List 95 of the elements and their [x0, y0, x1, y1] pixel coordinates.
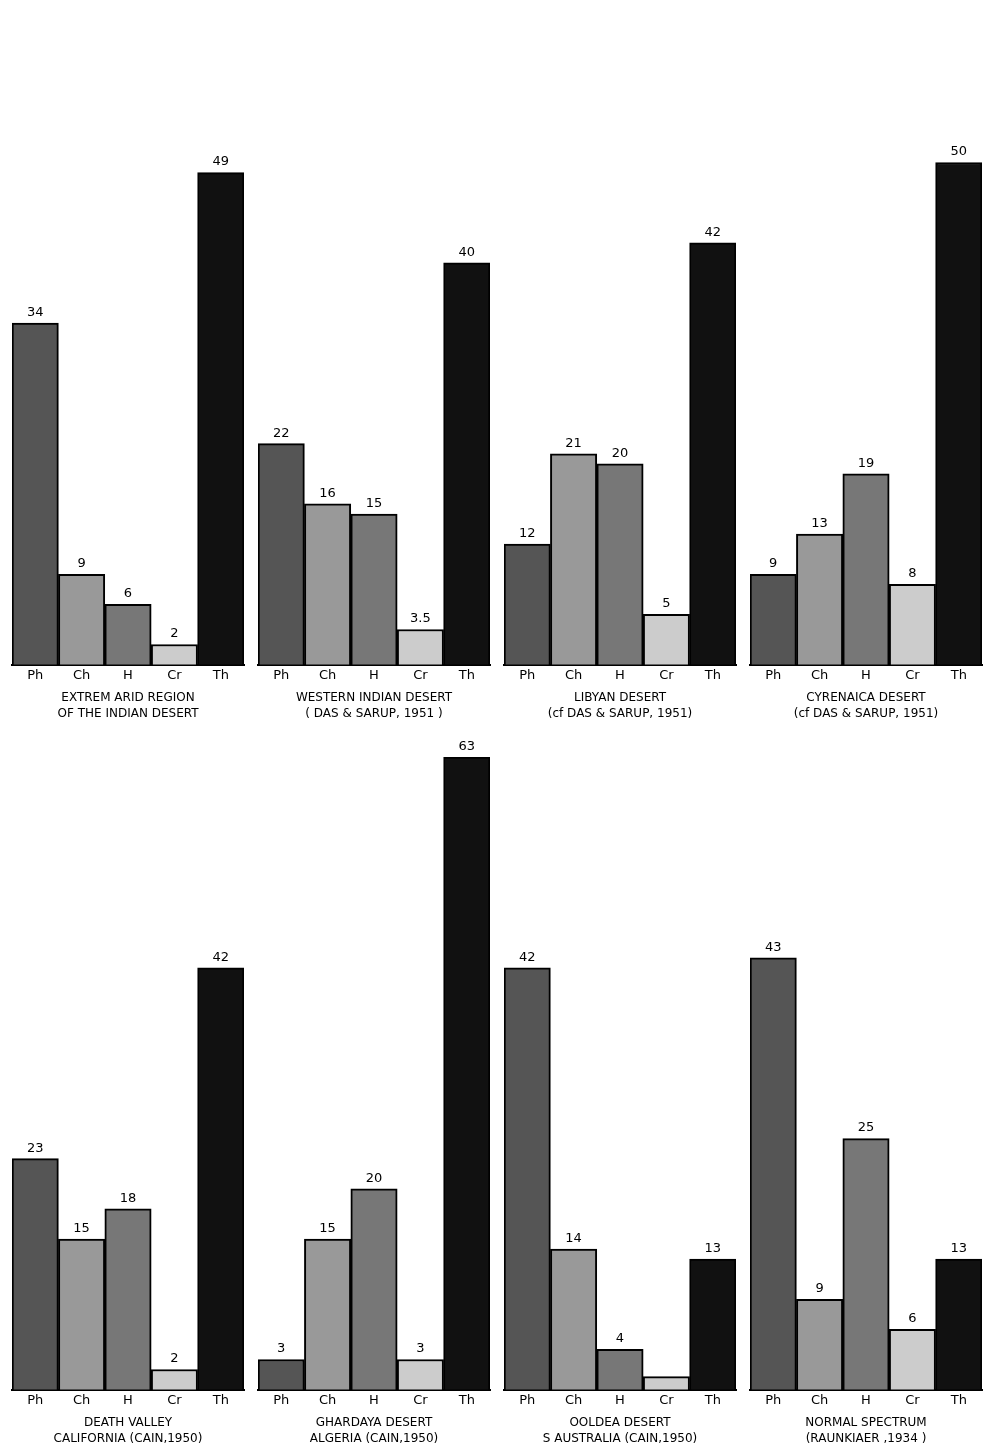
data-label: 20	[365, 1169, 383, 1185]
x-tick-label: H	[615, 666, 625, 682]
data-label: 22	[272, 424, 290, 440]
x-tick-label: H	[861, 666, 871, 682]
text: GHARDAYA DESERT	[315, 1414, 433, 1429]
x-tick-label: Th	[457, 1391, 475, 1407]
data-label: 13	[950, 1239, 968, 1255]
data-label: 3.5	[410, 610, 431, 626]
x-tick-label: Ch	[564, 666, 583, 682]
x-tick-label: Cr	[167, 666, 183, 682]
data-label: 2	[170, 1350, 179, 1366]
data-label: 6	[123, 585, 133, 601]
x-tick-label: H	[369, 666, 379, 682]
text: WESTERN INDIAN DESERT	[295, 689, 453, 704]
text: OOLDEA DESERT	[569, 1414, 672, 1429]
data-label: 42	[704, 223, 722, 239]
data-label: 12	[518, 524, 536, 540]
text: (cf DAS & SARUP, 1951)	[793, 705, 939, 720]
data-label: 13	[811, 514, 828, 530]
x-tick-label: Ph	[27, 666, 44, 682]
data-label: 18	[119, 1189, 137, 1205]
text: NORMAL SPECTRUM	[805, 1414, 927, 1429]
data-label: 4	[615, 1330, 625, 1346]
x-tick-label: Cr	[413, 1391, 429, 1407]
x-tick-label: Th	[211, 1391, 229, 1407]
x-tick-label: Ch	[810, 666, 829, 682]
data-label: 13	[704, 1239, 722, 1255]
text: (cf DAS & SARUP, 1951)	[547, 705, 693, 720]
data-label: 20	[611, 444, 629, 460]
data-label: 15	[365, 494, 383, 510]
x-tick-label: H	[615, 1391, 625, 1407]
data-label: 23	[26, 1139, 44, 1155]
text: LIBYAN DESERT	[573, 689, 667, 704]
x-tick-label: Th	[949, 666, 967, 682]
data-label: 42	[518, 948, 536, 964]
x-tick-label: Cr	[905, 1391, 921, 1407]
text: (RAUNKIAER ,1934 )	[805, 1430, 927, 1445]
x-tick-label: Ch	[564, 1391, 583, 1407]
x-tick-label: Cr	[659, 666, 675, 682]
x-tick-label: Ch	[72, 1391, 91, 1407]
text: CYRENAICA DESERT	[806, 689, 927, 704]
x-tick-label: Ch	[318, 666, 337, 682]
x-tick-label: Ph	[765, 666, 782, 682]
x-tick-label: Th	[949, 1391, 967, 1407]
x-tick-label: Cr	[905, 666, 921, 682]
data-label: 19	[857, 454, 875, 470]
text: OF THE INDIAN DESERT	[57, 705, 200, 720]
text: DEATH VALLEY	[83, 1414, 173, 1429]
x-tick-label: Cr	[167, 1391, 183, 1407]
x-tick-label: Cr	[413, 666, 429, 682]
x-tick-label: H	[123, 666, 133, 682]
x-tick-label: Th	[211, 666, 229, 682]
x-tick-label: Cr	[659, 1391, 675, 1407]
text: S AUSTRALIA (CAIN,1950)	[542, 1430, 698, 1445]
data-label: 8	[908, 565, 917, 581]
data-label: 14	[565, 1229, 582, 1245]
data-label: 50	[950, 143, 968, 159]
x-tick-label: Th	[703, 1391, 721, 1407]
x-tick-label: Ph	[273, 1391, 290, 1407]
data-label: 15	[73, 1219, 90, 1235]
data-label: 42	[212, 948, 230, 964]
x-tick-label: Ph	[765, 1391, 782, 1407]
x-tick-label: Ch	[318, 1391, 337, 1407]
x-tick-label: H	[123, 1391, 133, 1407]
x-tick-label: Ch	[72, 666, 91, 682]
data-label: 2	[170, 625, 179, 641]
x-tick-label: Th	[457, 666, 475, 682]
x-tick-label: Ph	[519, 666, 536, 682]
x-tick-label: H	[369, 1391, 379, 1407]
data-label: 49	[212, 153, 230, 169]
text: EXTREM ARID REGION	[61, 689, 195, 704]
x-tick-label: Ph	[519, 1391, 536, 1407]
x-tick-label: Ph	[27, 1391, 44, 1407]
data-label: 6	[908, 1310, 917, 1326]
data-label: 9	[77, 555, 86, 571]
data-label: 3	[416, 1340, 425, 1356]
data-label: 40	[458, 243, 476, 259]
x-tick-label: Ph	[273, 666, 290, 682]
data-label: 43	[764, 938, 782, 954]
data-label: 9	[815, 1280, 824, 1296]
data-label: 63	[458, 737, 476, 753]
data-label: 21	[565, 434, 582, 450]
data-label: 25	[857, 1119, 875, 1135]
text: ( DAS & SARUP, 1951 )	[305, 705, 443, 720]
data-label: 5	[662, 595, 671, 611]
data-label: 3	[277, 1340, 286, 1356]
text: ALGERIA (CAIN,1950)	[309, 1430, 439, 1445]
text: CALIFORNIA (CAIN,1950)	[53, 1430, 203, 1445]
data-label: 9	[769, 555, 778, 571]
x-tick-label: Th	[703, 666, 721, 682]
data-label: 34	[26, 304, 44, 320]
x-tick-label: H	[861, 1391, 871, 1407]
data-label: 15	[319, 1219, 336, 1235]
x-tick-label: Ch	[810, 1391, 829, 1407]
data-label: 16	[319, 484, 336, 500]
